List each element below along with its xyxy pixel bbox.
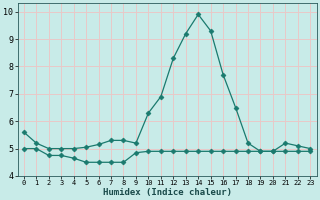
X-axis label: Humidex (Indice chaleur): Humidex (Indice chaleur) xyxy=(103,188,232,197)
